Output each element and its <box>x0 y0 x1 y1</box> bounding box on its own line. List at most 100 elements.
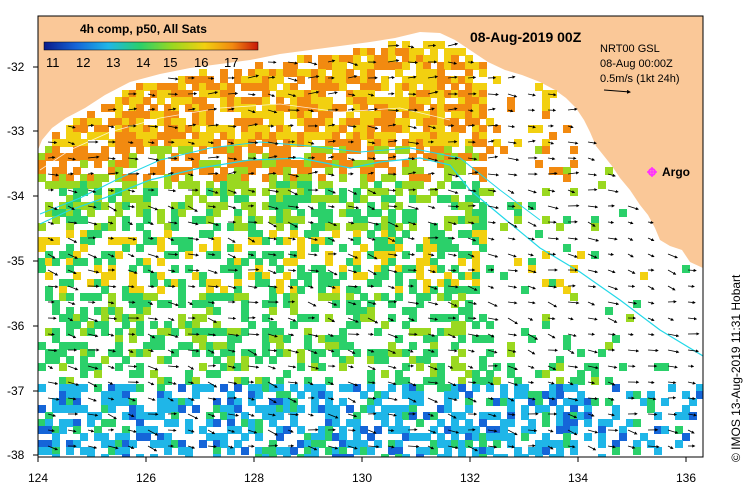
sst-cell <box>241 195 249 203</box>
sst-cell <box>325 167 333 175</box>
sst-cell <box>115 314 123 322</box>
sst-cell <box>367 356 375 364</box>
sst-cell <box>213 293 221 301</box>
sst-cell <box>451 62 459 70</box>
sst-cell <box>255 391 263 399</box>
sst-cell <box>360 83 368 91</box>
sst-cell <box>122 174 130 182</box>
sst-cell <box>472 62 480 70</box>
current-arrow <box>187 429 195 433</box>
sst-cell <box>409 391 417 399</box>
sst-cell <box>437 419 445 427</box>
sst-cell <box>80 153 88 161</box>
sst-cell <box>402 160 410 168</box>
sst-cell <box>388 342 396 350</box>
sst-cell <box>94 321 102 329</box>
sst-cell <box>297 244 305 252</box>
sst-cell <box>367 307 375 315</box>
current-arrow <box>547 237 560 241</box>
sst-cell <box>101 328 109 336</box>
sst-cell <box>339 118 347 126</box>
current-arrow <box>447 413 457 419</box>
sst-cell <box>108 440 116 448</box>
sst-cell <box>129 118 137 126</box>
sst-cell <box>192 139 200 147</box>
sst-cell <box>388 405 396 413</box>
sst-cell <box>80 384 88 392</box>
sst-cell <box>66 419 74 427</box>
lon-tick-label: 126 <box>136 471 156 485</box>
sst-cell <box>577 377 585 385</box>
sst-cell <box>479 132 487 140</box>
sst-cell <box>283 125 291 133</box>
sst-cell <box>108 167 116 175</box>
sst-cell <box>486 370 494 378</box>
current-arrow <box>487 317 499 322</box>
sst-cell <box>437 377 445 385</box>
sst-cell <box>115 97 123 105</box>
sst-cell <box>311 125 319 133</box>
sst-cell <box>66 398 74 406</box>
current-arrow <box>467 285 478 291</box>
sst-cell <box>500 272 508 280</box>
sst-cell <box>304 279 312 287</box>
sst-cell <box>73 125 81 133</box>
sst-cell <box>220 363 228 371</box>
current-arrow <box>47 221 55 225</box>
sst-cell <box>185 195 193 203</box>
current-arrow <box>547 171 558 176</box>
sst-cell <box>437 76 445 84</box>
sst-cell <box>465 398 473 406</box>
sst-cell <box>241 97 249 105</box>
sst-cell <box>255 272 263 280</box>
sst-cell <box>360 314 368 322</box>
sst-cell <box>514 391 522 399</box>
sst-cell <box>269 286 277 294</box>
current-arrow <box>547 189 556 193</box>
lat-tick-label: -34 <box>7 189 25 203</box>
sst-cell <box>108 349 116 357</box>
sst-cell <box>318 69 326 77</box>
sst-cell <box>213 237 221 245</box>
sst-cell <box>59 349 67 357</box>
sst-cell <box>199 363 207 371</box>
current-arrow <box>287 333 295 337</box>
sst-cell <box>556 356 564 364</box>
sst-cell <box>465 251 473 259</box>
current-arrow <box>247 253 255 257</box>
sst-cell <box>269 419 277 427</box>
current-arrow <box>247 300 259 304</box>
current-arrow <box>487 139 495 143</box>
sst-cell <box>262 97 270 105</box>
sst-cell <box>353 321 361 329</box>
sst-cell <box>311 391 319 399</box>
sst-cell <box>45 272 53 280</box>
sst-cell <box>108 419 116 427</box>
sst-cell <box>437 244 445 252</box>
sst-cell <box>213 454 221 457</box>
current-arrow <box>187 107 196 111</box>
sst-cell <box>458 97 466 105</box>
current-arrow <box>607 220 615 224</box>
sst-cell <box>136 307 144 315</box>
sst-cell <box>318 440 326 448</box>
sst-cell <box>360 97 368 105</box>
sst-cell <box>304 167 312 175</box>
sst-cell <box>318 272 326 280</box>
sst-cell <box>276 132 284 140</box>
sst-cell <box>73 209 81 217</box>
current-arrow <box>467 237 477 242</box>
sst-cell <box>66 244 74 252</box>
sst-cell <box>430 125 438 133</box>
sst-cell <box>542 251 550 259</box>
sst-cell <box>430 237 438 245</box>
sst-cell <box>332 349 340 357</box>
sst-cell <box>262 160 270 168</box>
sst-cell <box>458 181 466 189</box>
sst-cell <box>276 398 284 406</box>
current-arrow <box>527 285 536 290</box>
current-arrow <box>467 171 479 175</box>
sst-cell <box>416 111 424 119</box>
sst-cell <box>297 188 305 196</box>
sst-cell <box>276 426 284 434</box>
